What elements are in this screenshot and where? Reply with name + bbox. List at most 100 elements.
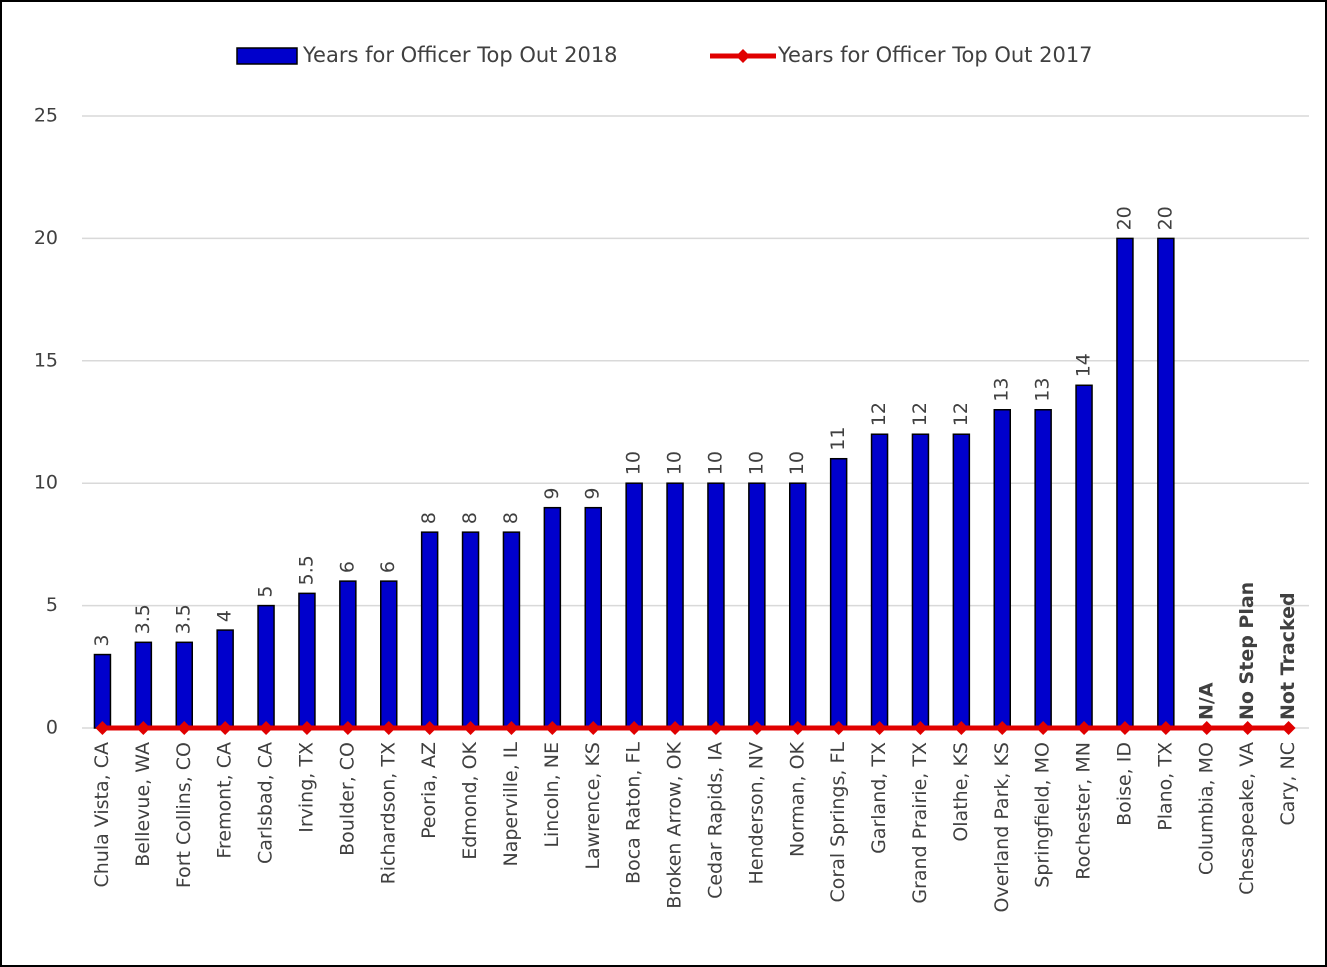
x-tick-label: Springfield, MO [1032, 742, 1054, 888]
line-marker [1036, 721, 1051, 735]
bar [584, 506, 602, 729]
x-tick-label: Olathe, KS [950, 742, 972, 842]
bar [93, 653, 112, 729]
x-tick-label: Bellevue, WA [132, 742, 154, 867]
line-marker [259, 721, 274, 735]
line-marker [95, 721, 110, 735]
x-tick-label: Boulder, CO [336, 742, 358, 856]
data-label: 4 [214, 610, 236, 622]
data-label: 8 [459, 512, 481, 524]
data-label: 5.5 [295, 555, 317, 585]
bar [952, 433, 971, 729]
bar [789, 482, 807, 729]
line-marker [995, 721, 1010, 735]
line-marker [954, 721, 969, 735]
data-label: 3 [91, 634, 113, 646]
bar [748, 482, 766, 729]
bar [134, 641, 153, 729]
legend-swatch [236, 47, 298, 65]
bar [870, 433, 889, 729]
x-tick-label: Broken Arrow, OK [664, 741, 686, 908]
x-tick-label: Boise, ID [1113, 742, 1135, 826]
x-tick-label: Irving, TX [295, 742, 317, 833]
line-marker [831, 721, 846, 735]
bar [911, 433, 930, 729]
bar [1075, 384, 1093, 729]
data-label: N/A [1195, 682, 1217, 720]
bar [1116, 237, 1134, 729]
line-marker [913, 721, 928, 735]
data-label: 9 [541, 488, 563, 500]
bar [543, 506, 562, 729]
x-tick-label: Richardson, TX [377, 742, 399, 884]
data-label: No Step Plan [1236, 582, 1258, 720]
x-tick-label: Coral Springs, FL [827, 742, 849, 903]
data-label: 11 [827, 427, 849, 451]
line-marker [299, 721, 314, 735]
y-tick-label: 5 [46, 594, 58, 616]
line-marker [177, 721, 192, 735]
bar [420, 531, 439, 729]
x-tick-label: Boca Raton, FL [623, 742, 645, 884]
bar [707, 482, 725, 729]
line-marker [1240, 721, 1255, 735]
x-tick-label: Cary, NC [1277, 742, 1299, 826]
data-label: 3.5 [173, 604, 195, 634]
x-tick-label: Rochester, MN [1073, 742, 1095, 880]
bar [625, 482, 643, 729]
x-tick-label: Chula Vista, CA [91, 742, 113, 888]
line-marker [1281, 721, 1296, 735]
bar [380, 580, 398, 729]
data-label: 6 [377, 561, 399, 573]
bar [1034, 409, 1052, 729]
bar [298, 592, 316, 729]
y-tick-label: 20 [34, 227, 58, 249]
line-marker [1158, 721, 1173, 735]
line-marker [872, 721, 887, 735]
line-marker [749, 721, 764, 735]
bar [257, 604, 275, 729]
line-marker [586, 721, 601, 735]
x-tick-label: Naperville, IL [500, 742, 522, 867]
x-tick-label: Plano, TX [1154, 742, 1176, 831]
bar [829, 457, 848, 729]
x-tick-label: Peoria, AZ [418, 742, 440, 839]
line-marker [381, 721, 396, 735]
data-label: 10 [745, 451, 767, 475]
legend-swatch [736, 49, 750, 63]
line-marker [1117, 721, 1132, 735]
line-marker [545, 721, 560, 735]
x-tick-label: Columbia, MO [1195, 742, 1217, 875]
line-marker [422, 721, 437, 735]
x-tick-label: Grand Prairie, TX [909, 742, 931, 904]
line-marker [504, 721, 519, 735]
data-label: Not Tracked [1277, 592, 1299, 720]
line-marker [790, 721, 805, 735]
data-label: 13 [1032, 378, 1054, 402]
bar [216, 629, 234, 729]
data-label: 20 [1113, 206, 1135, 230]
data-label: 6 [336, 561, 358, 573]
data-label: 3.5 [132, 604, 154, 634]
data-label: 12 [950, 402, 972, 426]
bar [993, 409, 1011, 729]
y-tick-label: 10 [34, 472, 58, 494]
line-marker [463, 721, 478, 735]
line-marker [218, 721, 233, 735]
bar [1157, 237, 1175, 729]
data-label: 12 [868, 402, 890, 426]
bar [175, 641, 193, 729]
data-label: 5 [255, 586, 277, 598]
x-tick-label: Carlsbad, CA [255, 742, 277, 864]
data-label: 9 [582, 488, 604, 500]
data-label: 13 [991, 378, 1013, 402]
bar [502, 531, 521, 729]
line-marker [136, 721, 151, 735]
data-label: 14 [1073, 353, 1095, 377]
data-label: 10 [704, 451, 726, 475]
line-marker [708, 721, 723, 735]
bar [666, 482, 684, 729]
x-tick-label: Henderson, NV [745, 742, 767, 884]
legend-label: Years for Officer Top Out 2017 [777, 43, 1093, 67]
